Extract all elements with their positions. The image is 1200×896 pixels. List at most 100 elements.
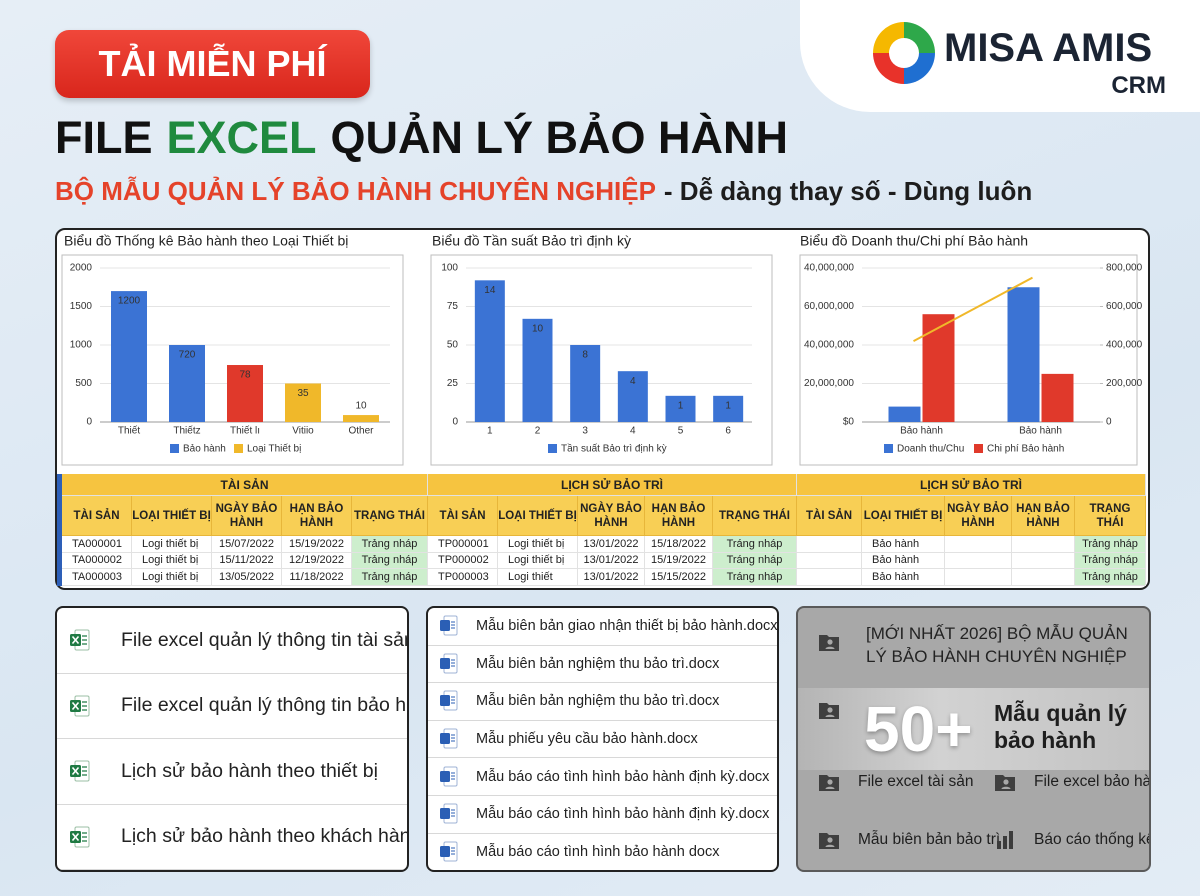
icon-person xyxy=(827,639,833,645)
table-cell: Tráng nháp xyxy=(713,569,797,586)
list-item: Lịch sử bảo hành theo thiết bị xyxy=(57,739,407,805)
table-accent xyxy=(57,474,62,586)
table-cell xyxy=(945,552,1012,569)
icon-person-body xyxy=(825,844,835,847)
table-cell xyxy=(945,536,1012,553)
bar xyxy=(617,371,648,422)
excel-icon xyxy=(70,760,90,782)
legend-swatch xyxy=(884,444,893,453)
icon-grid xyxy=(82,635,87,645)
doc-icon xyxy=(440,653,458,674)
table-cell: TP000002 xyxy=(428,552,498,569)
list-item-text: Mẫu báo cáo tình hình bảo hành docx xyxy=(476,843,720,860)
table-cell: Bảo hành xyxy=(862,569,945,586)
list-item: Mẫu báo cáo tình hình bảo hành docx xyxy=(428,834,777,870)
list-item-text: Lịch sử bảo hành theo thiết bị xyxy=(121,759,378,782)
legend-label: Bảo hành xyxy=(183,444,226,455)
list-item: Mẫu biên bản nghiệm thu bảo trì.docx xyxy=(428,683,777,721)
x-tick-label: 5 xyxy=(678,426,684,437)
y-tick-label: 2000 xyxy=(70,263,93,274)
table-cell xyxy=(797,536,862,553)
table-cell: Trảng nháp xyxy=(1075,536,1146,553)
bar xyxy=(922,314,955,422)
headline-part: QUẢN LÝ BẢO HÀNH xyxy=(330,112,789,163)
data-label: 1 xyxy=(678,400,684,411)
doc-icon xyxy=(440,615,458,636)
x-tick-label: Vitiio xyxy=(292,426,314,437)
trend-line xyxy=(913,276,1033,343)
legend-label: Tần suất Bảo trì định kỳ xyxy=(561,443,667,455)
x-tick-label: 6 xyxy=(725,426,731,437)
list-item-text: Mẫu biên bản nghiệm thu bảo trì.docx xyxy=(476,655,720,672)
table-cell: 13/01/2022 xyxy=(578,569,645,586)
folder-icon xyxy=(819,703,839,719)
list-item: Mẫu biên bản giao nhận thiết bị bảo hành… xyxy=(428,608,777,646)
data-label: 1 xyxy=(725,400,731,411)
legend-swatch xyxy=(548,444,557,453)
list-item-text: Mẫu báo cáo tình hình bảo hành định kỳ.d… xyxy=(476,806,770,823)
icon-person-body xyxy=(825,786,835,789)
logo-area xyxy=(800,0,1200,112)
bundle-item: File excel bảo hành xyxy=(1034,773,1151,790)
icon-lines xyxy=(451,734,455,742)
data-label: 720 xyxy=(179,350,196,361)
y2-tick-label: 800,000 xyxy=(1106,263,1143,274)
x-tick-label: Thiếtz xyxy=(173,425,200,437)
download-badge[interactable]: TẢI MIỄN PHÍ xyxy=(55,30,370,98)
plot-frame xyxy=(799,254,1138,466)
table-cell: 15/15/2022 xyxy=(645,569,713,586)
y-tick-label: 25 xyxy=(447,378,459,389)
table-cell: 11/18/2022 xyxy=(282,569,352,586)
icon-badge xyxy=(440,657,450,669)
bar xyxy=(570,345,601,422)
data-label: 14 xyxy=(484,285,496,296)
chart-title: Biểu đồ Doanh thu/Chi phí Bảo hành xyxy=(800,233,1028,249)
y-tick-label: 20,000,000 xyxy=(804,378,854,389)
table-cell: 15/19/2022 xyxy=(645,552,713,569)
table-cell: 13/01/2022 xyxy=(578,552,645,569)
brand-product: CRM xyxy=(1111,72,1166,99)
list-item: File excel quản lý thông tin bảo hành xyxy=(57,674,409,739)
folder-icon xyxy=(819,833,839,849)
list-item-text: File excel quản lý thông tin bảo hành xyxy=(121,694,409,717)
icon-lines xyxy=(451,621,455,629)
doc-icon xyxy=(440,690,458,711)
y-tick-label: 40,000,000 xyxy=(804,340,854,351)
icon-person-body xyxy=(825,714,835,717)
y2-tick-label: 200,000 xyxy=(1106,378,1143,389)
icon-person xyxy=(827,837,833,843)
excel-file-list: File excel quản lý thông tin tài sản File… xyxy=(55,606,409,872)
table-cell: TA000001 xyxy=(62,536,132,553)
column-header: HẠN BẢO HÀNH xyxy=(645,496,713,536)
column-header: TRẠNG THÁI xyxy=(352,496,428,536)
y-tick-label: $0 xyxy=(843,417,855,428)
y2-tick-label: 600,000 xyxy=(1106,301,1143,312)
list-item: Mẫu phiếu yêu cầu bảo hành.docx xyxy=(428,721,777,759)
y-tick-label: 60,000,000 xyxy=(804,301,854,312)
table-cell: Trảng nháp xyxy=(352,536,428,553)
bar xyxy=(169,345,205,422)
column-header: TÀI SẢN xyxy=(62,496,132,536)
icon-badge xyxy=(440,770,450,782)
data-label: 35 xyxy=(297,388,309,399)
doc-icon xyxy=(440,803,458,824)
legend-label: Chi phí Bảo hành xyxy=(987,444,1064,455)
icon-mark xyxy=(71,767,80,776)
subtitle: BỘ MẪU QUẢN LÝ BẢO HÀNH CHUYÊN NGHIỆP - D… xyxy=(55,176,1032,207)
column-header: HẠN BẢO HÀNH xyxy=(282,496,352,536)
icon-person-body xyxy=(825,646,835,649)
subtitle-part: - Dễ dàng thay số - Dùng luôn xyxy=(663,176,1033,206)
table-cell: Trảng nháp xyxy=(1075,569,1146,586)
chart-title: Biểu đồ Thống kê Bảo hành theo Loại Thiế… xyxy=(64,233,348,249)
icon-mark xyxy=(71,832,80,841)
list-item: Mẫu biên bản nghiệm thu bảo trì.docx xyxy=(428,646,777,684)
chart-icon xyxy=(997,831,1013,849)
y-tick-label: 75 xyxy=(447,301,459,312)
x-tick-label: 3 xyxy=(582,426,588,437)
y-tick-label: 1500 xyxy=(70,301,93,312)
list-item: Mẫu báo cáo tình hình bảo hành định kỳ.d… xyxy=(428,758,777,796)
icon-grid xyxy=(82,832,87,842)
icon-badge xyxy=(440,808,450,820)
column-header: TÀI SẢN xyxy=(428,496,498,536)
table-cell: Logi thiết bị xyxy=(498,536,578,553)
